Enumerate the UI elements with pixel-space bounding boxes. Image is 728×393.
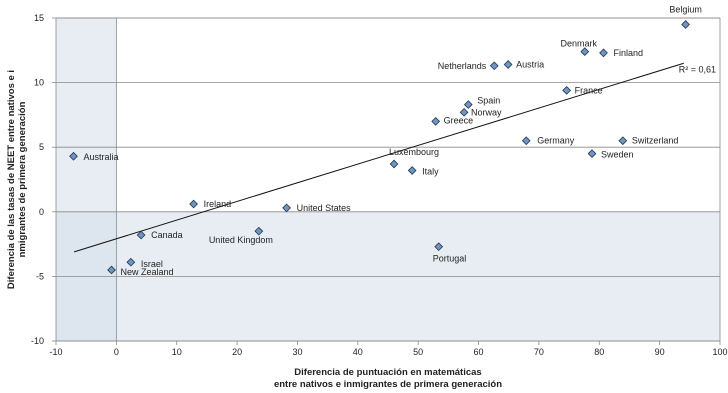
point-label: United Kingdom	[209, 235, 273, 245]
data-point	[521, 136, 531, 146]
point-label: Austria	[516, 60, 544, 70]
x-tick-label: -10	[49, 347, 62, 357]
x-tick-label: 10	[172, 347, 182, 357]
data-points	[69, 20, 690, 275]
point-label: Australia	[84, 152, 119, 162]
data-point	[136, 230, 146, 240]
data-point	[189, 199, 198, 209]
data-point	[681, 20, 690, 29]
point-label: France	[575, 85, 603, 95]
y-tick-label: -10	[31, 336, 44, 346]
data-point	[587, 149, 597, 159]
axis-titles: Diferencia de puntuación en matemáticase…	[6, 70, 502, 390]
x-axis-title-line-2: entre nativos e inmigrantes de primera g…	[274, 379, 502, 390]
x-axis-title-line-1: Diferencia de puntuación en matemáticas	[294, 367, 481, 378]
data-point	[580, 47, 590, 56]
y-tick-label: 0	[39, 207, 44, 217]
point-label: Ireland	[204, 199, 232, 209]
point-label: Netherlands	[438, 61, 487, 71]
point-label: Belgium	[669, 4, 702, 14]
y-tick-label: -5	[36, 271, 44, 281]
data-point	[389, 159, 399, 169]
data-point	[599, 48, 608, 58]
x-tick-label: 50	[413, 347, 423, 357]
y-axis-title-line-2: nmigrantes de primera generación	[17, 101, 28, 257]
x-tick-label: 100	[712, 347, 727, 357]
trendline-group	[73, 62, 684, 253]
x-tick-label: 70	[534, 347, 544, 357]
x-tick-label: 40	[353, 347, 363, 357]
data-point	[562, 85, 572, 95]
point-label: Sweden	[601, 150, 634, 160]
point-label: Canada	[151, 230, 183, 240]
shaded-quadrant-bands	[56, 18, 720, 341]
y-tick-label: 5	[39, 142, 44, 152]
y-tick-label: 10	[34, 78, 44, 88]
point-label: United States	[297, 203, 352, 213]
trendline	[73, 62, 684, 253]
point-label: Spain	[477, 96, 500, 106]
point-label: Luxembourg	[389, 147, 439, 157]
data-point	[503, 60, 513, 69]
y-axis-title-line-1: Diferencia de las tasas de NEET entre na…	[6, 70, 17, 289]
point-label: Italy	[422, 166, 439, 176]
data-point	[434, 242, 444, 252]
data-point	[126, 257, 136, 267]
data-point	[489, 61, 499, 71]
x-tick-label: 0	[114, 347, 119, 357]
data-point	[463, 100, 473, 109]
point-label: Switzerland	[632, 136, 679, 146]
data-point	[69, 151, 78, 161]
point-label: Germany	[537, 136, 575, 146]
x-tick-label: 20	[232, 347, 242, 357]
point-labels: Belgium Denmark Finland Netherlands Austria F…	[84, 4, 702, 276]
data-point	[459, 107, 469, 117]
x-tick-label: 30	[292, 347, 302, 357]
x-tick-label: 90	[655, 347, 665, 357]
point-label: New Zealand	[121, 267, 174, 277]
data-point	[282, 203, 291, 213]
point-label: Portugal	[433, 254, 467, 264]
point-label: Norway	[471, 107, 502, 117]
data-point	[618, 136, 628, 146]
x-tick-label: 80	[594, 347, 604, 357]
tick-labels: -10 0 10 20 30 40 50 60 70 80 90 100 -10 -5 0 5 10 15	[31, 13, 728, 357]
point-label: Denmark	[561, 39, 598, 49]
axes	[52, 17, 721, 345]
point-label: Greece	[444, 115, 474, 125]
data-point	[407, 166, 417, 175]
data-point	[431, 116, 441, 126]
r-squared-annotation: R² = 0,61	[679, 64, 716, 74]
x-tick-label: 60	[474, 347, 484, 357]
point-label: Finland	[613, 48, 643, 58]
y-tick-label: 15	[34, 13, 44, 23]
point-label: Israel	[141, 259, 163, 269]
data-point	[107, 265, 116, 275]
data-point	[254, 226, 264, 236]
plot-border	[55, 17, 721, 342]
